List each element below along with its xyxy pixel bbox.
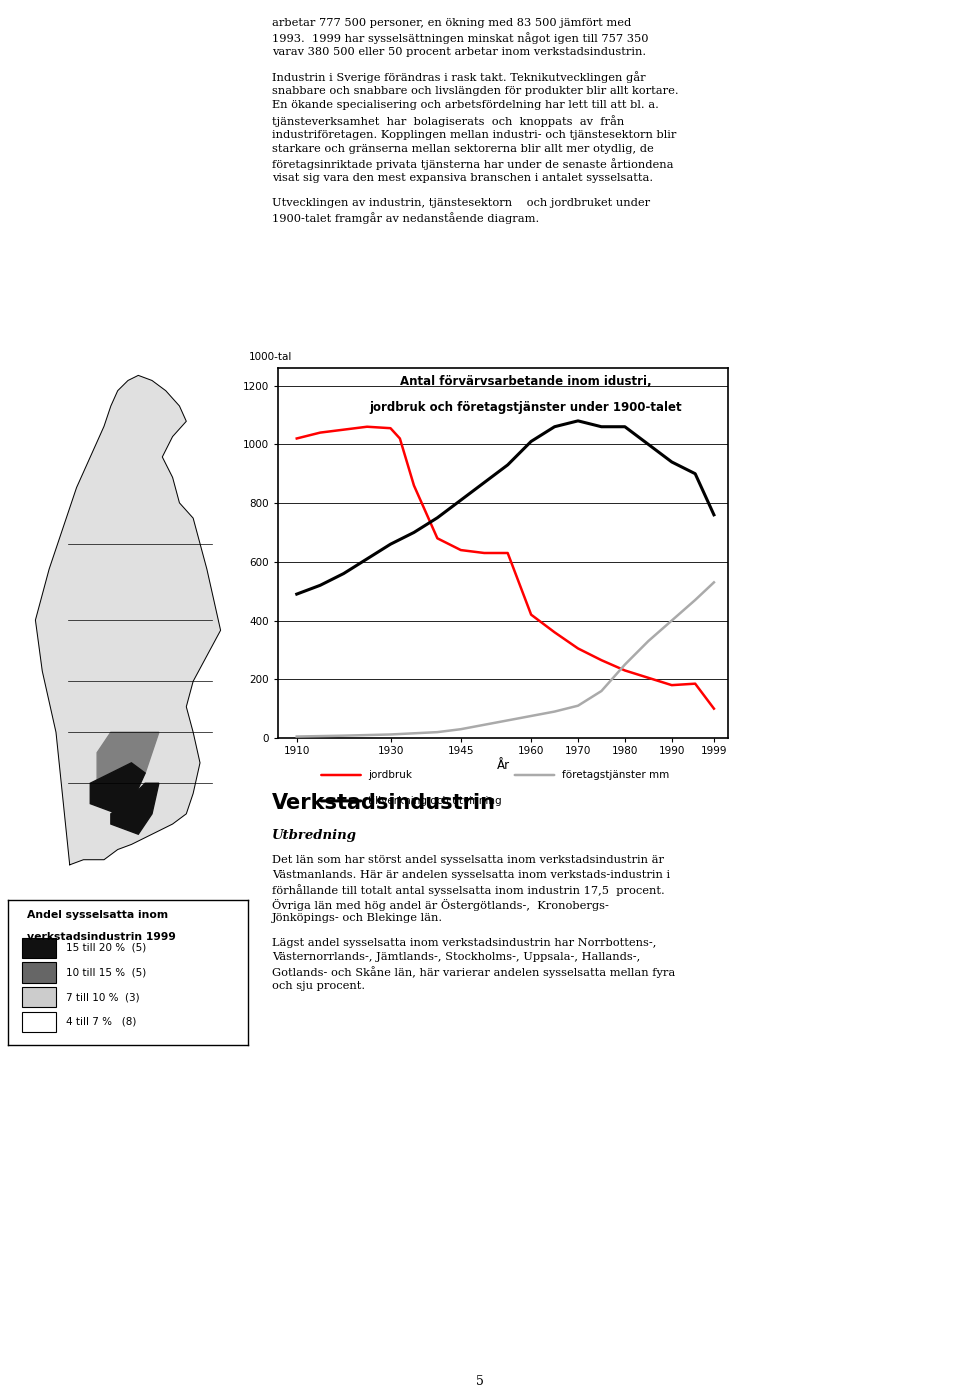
Text: industriföretagen. Kopplingen mellan industri- och tjänstesektorn blir: industriföretagen. Kopplingen mellan ind… [272,129,677,139]
Text: starkare och gränserna mellan sektorerna blir allt mer otydlig, de: starkare och gränserna mellan sektorerna… [272,143,654,155]
Text: Västmanlands. Här är andelen sysselsatta inom verkstads-industrin i: Västmanlands. Här är andelen sysselsatta… [272,870,670,880]
Text: varav 380 500 eller 50 procent arbetar inom verkstadsindustrin.: varav 380 500 eller 50 procent arbetar i… [272,47,646,57]
Text: 1900-talet framgår av nedanstående diagram.: 1900-talet framgår av nedanstående diagr… [272,212,540,224]
Text: Utvecklingen av industrin, tjänstesektorn    och jordbruket under: Utvecklingen av industrin, tjänstesektor… [272,198,650,207]
Text: Jönköpings- och Blekinge län.: Jönköpings- och Blekinge län. [272,913,444,923]
Text: och sju procent.: och sju procent. [272,981,365,991]
Text: jordbruk: jordbruk [368,770,412,780]
Text: Industrin i Sverige förändras i rask takt. Teknikutvecklingen går: Industrin i Sverige förändras i rask tak… [272,71,646,84]
Bar [22,938,56,958]
Text: snabbare och snabbare och livslängden för produkter blir allt kortare.: snabbare och snabbare och livslängden fö… [272,86,679,96]
Text: 4 till 7 %   (8): 4 till 7 % (8) [65,1016,136,1027]
Text: Verkstadsindustrin: Verkstadsindustrin [272,793,496,813]
Text: Andel sysselsatta inom: Andel sysselsatta inom [27,910,168,920]
Text: Gotlands- och Skåne län, här varierar andelen sysselsatta mellan fyra: Gotlands- och Skåne län, här varierar an… [272,966,675,979]
Text: Utbredning: Utbredning [272,830,357,842]
Polygon shape [97,732,158,793]
Bar [22,1012,56,1031]
X-axis label: År: År [496,759,510,773]
Text: Västernorrlands-, Jämtlands-, Stockholms-, Uppsala-, Hallands-,: Västernorrlands-, Jämtlands-, Stockholms… [272,952,640,962]
Text: arbetar 777 500 personer, en ökning med 83 500 jämfört med: arbetar 777 500 personer, en ökning med … [272,18,632,28]
Text: Det län som har störst andel sysselsatta inom verkstadsindustrin är: Det län som har störst andel sysselsatta… [272,855,664,864]
Bar [22,987,56,1008]
Text: 1000-tal: 1000-tal [249,352,292,362]
Text: 5: 5 [476,1375,484,1388]
Text: jordbruk och företagstjänster under 1900-talet: jordbruk och företagstjänster under 1900… [370,401,682,415]
Polygon shape [36,376,221,864]
Text: företagsinriktade privata tjänsterna har under de senaste årtiondena: företagsinriktade privata tjänsterna har… [272,159,674,170]
Text: Antal förvärvsarbetande inom idustri,: Antal förvärvsarbetande inom idustri, [399,376,651,388]
Polygon shape [110,784,158,834]
Text: tjänsteverksamhet  har  bolagiserats  och  knoppats  av  från: tjänsteverksamhet har bolagiserats och k… [272,116,624,127]
Text: tillverkning och utvinning: tillverkning och utvinning [368,796,502,806]
Text: En ökande specialisering och arbetsfördelning har lett till att bl. a.: En ökande specialisering och arbetsförde… [272,100,659,110]
Text: Övriga län med hög andel är Östergötlands-,  Kronobergs-: Övriga län med hög andel är Östergötland… [272,898,609,910]
Text: 7 till 10 %  (3): 7 till 10 % (3) [65,992,139,1002]
Text: företagstjänster mm: företagstjänster mm [562,770,669,780]
Text: 15 till 20 %  (5): 15 till 20 % (5) [65,942,146,954]
Polygon shape [90,763,145,814]
Text: 1993.  1999 har sysselsättningen minskat något igen till 757 350: 1993. 1999 har sysselsättningen minskat … [272,32,649,45]
Text: Lägst andel sysselsatta inom verkstadsindustrin har Norrbottens-,: Lägst andel sysselsatta inom verkstadsin… [272,937,657,948]
Text: visat sig vara den mest expansiva branschen i antalet sysselsatta.: visat sig vara den mest expansiva bransc… [272,173,653,182]
Text: 10 till 15 %  (5): 10 till 15 % (5) [65,967,146,977]
Text: förhållande till totalt antal sysselsatta inom industrin 17,5  procent.: förhållande till totalt antal sysselsatt… [272,884,664,896]
Text: verkstadsindustrin 1999: verkstadsindustrin 1999 [27,931,176,942]
Bar [22,962,56,983]
